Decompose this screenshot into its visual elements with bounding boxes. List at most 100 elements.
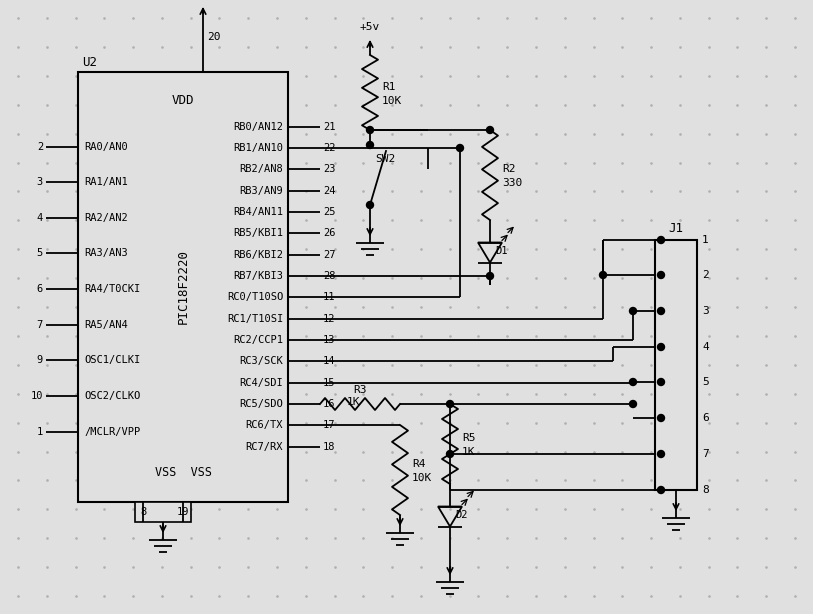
- Text: RB1/AN10: RB1/AN10: [233, 143, 283, 153]
- Text: 21: 21: [323, 122, 336, 132]
- Text: 8: 8: [702, 485, 709, 495]
- Text: 1K: 1K: [462, 447, 476, 457]
- Text: RB2/AN8: RB2/AN8: [239, 164, 283, 174]
- Circle shape: [367, 201, 373, 209]
- Text: 1: 1: [37, 427, 43, 437]
- Text: +5v: +5v: [360, 22, 380, 32]
- Text: 19: 19: [176, 507, 189, 517]
- Text: 9: 9: [37, 355, 43, 365]
- Circle shape: [367, 126, 373, 133]
- Text: PIC18F2220: PIC18F2220: [176, 249, 189, 325]
- Text: RB7/KBI3: RB7/KBI3: [233, 271, 283, 281]
- Text: RB4/AN11: RB4/AN11: [233, 207, 283, 217]
- Circle shape: [658, 308, 664, 314]
- Text: 7: 7: [37, 320, 43, 330]
- Text: 4: 4: [702, 342, 709, 352]
- Circle shape: [446, 400, 454, 408]
- Text: 16: 16: [323, 399, 336, 409]
- Circle shape: [457, 144, 463, 152]
- Text: 2: 2: [702, 270, 709, 280]
- Text: 15: 15: [323, 378, 336, 388]
- Text: RA0/AN0: RA0/AN0: [84, 142, 128, 152]
- Text: 20: 20: [207, 32, 220, 42]
- Circle shape: [658, 378, 664, 386]
- Circle shape: [367, 141, 373, 149]
- Text: OSC1/CLKI: OSC1/CLKI: [84, 355, 141, 365]
- Text: 14: 14: [323, 356, 336, 366]
- Text: 7: 7: [702, 449, 709, 459]
- Text: R3: R3: [354, 385, 367, 395]
- Circle shape: [658, 414, 664, 421]
- Circle shape: [599, 271, 606, 279]
- Text: 11: 11: [323, 292, 336, 302]
- Text: 4: 4: [37, 213, 43, 223]
- Text: RA5/AN4: RA5/AN4: [84, 320, 128, 330]
- Text: 10K: 10K: [412, 473, 433, 483]
- Text: 6: 6: [37, 284, 43, 294]
- Text: 27: 27: [323, 250, 336, 260]
- Text: RC6/TX: RC6/TX: [246, 420, 283, 430]
- Text: RB3/AN9: RB3/AN9: [239, 186, 283, 196]
- Text: 330: 330: [502, 178, 522, 188]
- Text: R1: R1: [382, 82, 395, 91]
- Text: R4: R4: [412, 459, 425, 469]
- Text: 25: 25: [323, 207, 336, 217]
- Text: OSC2/CLKO: OSC2/CLKO: [84, 391, 141, 401]
- Circle shape: [658, 271, 664, 279]
- Text: RC2/CCP1: RC2/CCP1: [233, 335, 283, 345]
- Circle shape: [446, 451, 454, 457]
- Text: 3: 3: [37, 177, 43, 187]
- Text: 18: 18: [323, 442, 336, 452]
- Text: 26: 26: [323, 228, 336, 238]
- Text: 22: 22: [323, 143, 336, 153]
- Text: 8: 8: [140, 507, 146, 517]
- Text: R2: R2: [502, 164, 515, 174]
- Text: U2: U2: [82, 55, 97, 69]
- Text: 5: 5: [37, 248, 43, 258]
- Text: 1: 1: [702, 235, 709, 245]
- Text: D1: D1: [495, 246, 507, 255]
- Text: RB5/KBI1: RB5/KBI1: [233, 228, 283, 238]
- Circle shape: [629, 378, 637, 386]
- Text: 1K: 1K: [346, 397, 360, 407]
- Bar: [655, 240, 697, 490]
- Bar: [78, 72, 288, 502]
- Text: 10K: 10K: [382, 96, 402, 106]
- Circle shape: [629, 308, 637, 314]
- Text: RC3/SCK: RC3/SCK: [239, 356, 283, 366]
- Text: VSS  VSS: VSS VSS: [154, 465, 211, 478]
- Text: 28: 28: [323, 271, 336, 281]
- Text: 23: 23: [323, 164, 336, 174]
- Text: RC1/T10SI: RC1/T10SI: [227, 314, 283, 324]
- Bar: [135, 502, 191, 522]
- Text: VDD: VDD: [172, 93, 194, 106]
- Circle shape: [486, 126, 493, 133]
- Text: 3: 3: [702, 306, 709, 316]
- Text: 10: 10: [31, 391, 43, 401]
- Text: RB6/KBI2: RB6/KBI2: [233, 250, 283, 260]
- Circle shape: [658, 486, 664, 494]
- Text: 12: 12: [323, 314, 336, 324]
- Text: D2: D2: [455, 510, 467, 519]
- Circle shape: [486, 273, 493, 279]
- Text: 6: 6: [702, 413, 709, 423]
- Text: 2: 2: [37, 142, 43, 152]
- Text: RA3/AN3: RA3/AN3: [84, 248, 128, 258]
- Text: R5: R5: [462, 433, 476, 443]
- Text: 17: 17: [323, 420, 336, 430]
- Text: /MCLR/VPP: /MCLR/VPP: [84, 427, 141, 437]
- Text: RA1/AN1: RA1/AN1: [84, 177, 128, 187]
- Text: RB0/AN12: RB0/AN12: [233, 122, 283, 132]
- Circle shape: [629, 400, 637, 408]
- Text: RC7/RX: RC7/RX: [246, 442, 283, 452]
- Text: RC0/T10SO: RC0/T10SO: [227, 292, 283, 302]
- Circle shape: [658, 343, 664, 351]
- Text: J1: J1: [668, 222, 684, 235]
- Circle shape: [658, 451, 664, 457]
- Circle shape: [658, 236, 664, 244]
- Text: SW2: SW2: [375, 154, 395, 164]
- Text: RC4/SDI: RC4/SDI: [239, 378, 283, 388]
- Text: RC5/SDO: RC5/SDO: [239, 399, 283, 409]
- Text: 5: 5: [702, 377, 709, 387]
- Text: RA4/T0CKI: RA4/T0CKI: [84, 284, 141, 294]
